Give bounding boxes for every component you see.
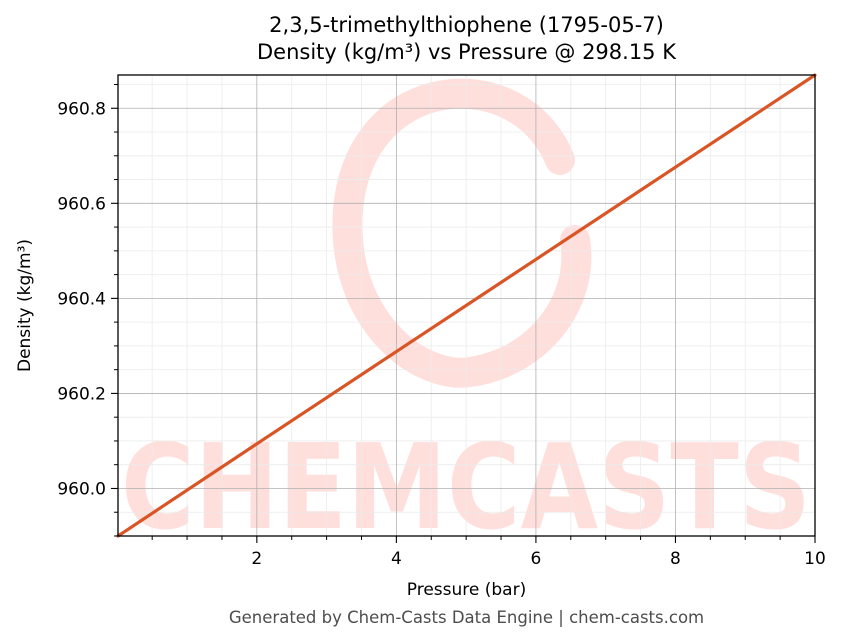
x-tick-label: 10: [804, 549, 826, 569]
x-tick-label: 6: [531, 549, 542, 569]
y-tick-label: 960.8: [57, 99, 106, 119]
x-axis: 2 4 6 8 10: [151, 536, 826, 569]
y-axis: 960.0 960.2 960.4 960.6 960.8: [57, 84, 118, 537]
y-tick-label: 960.2: [57, 384, 106, 404]
footer-credit: Generated by Chem-Casts Data Engine | ch…: [228, 608, 705, 627]
series-layer: [116, 73, 817, 538]
minor-grid: [118, 75, 815, 537]
series-line-0: [116, 73, 817, 538]
x-tick-label: 2: [251, 549, 262, 569]
y-tick-label: 960.6: [57, 194, 106, 214]
chart-subtitle: Density (kg/m³) vs Pressure @ 298.15 K: [256, 40, 676, 64]
y-tick-label: 960.0: [57, 479, 106, 499]
watermark-logo-ring: [332, 78, 592, 388]
chart-title: 2,3,5-trimethylthiophene (1795-05-7): [269, 13, 664, 37]
y-axis-label: Density (kg/m³): [15, 239, 35, 372]
y-tick-label: 960.4: [57, 289, 106, 309]
x-tick-label: 8: [670, 549, 681, 569]
x-axis-label: Pressure (bar): [407, 580, 526, 600]
x-tick-label: 4: [391, 549, 402, 569]
